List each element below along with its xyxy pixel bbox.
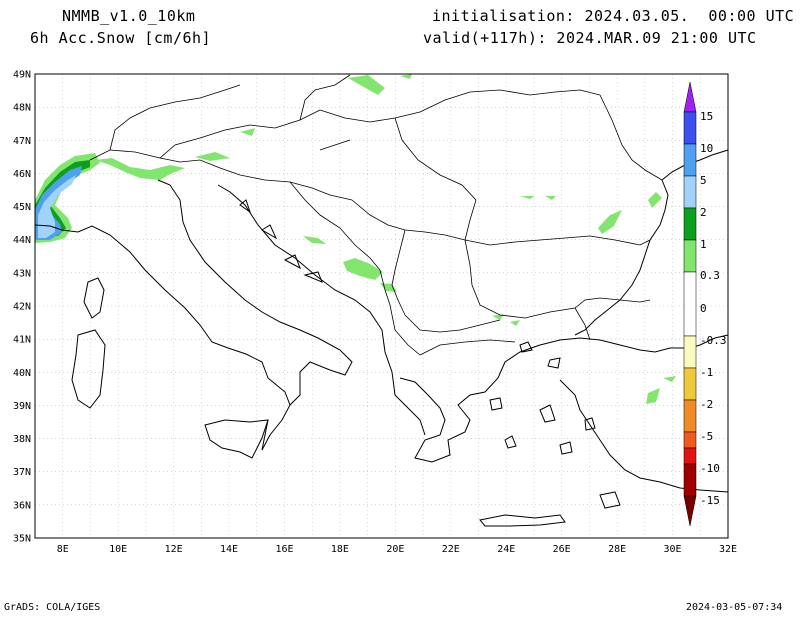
colorbar-label: 0 [700,302,707,315]
snow-field [35,74,676,404]
colorbar-label: 15 [700,110,713,123]
field-title: 6h Acc.Snow [cm/6h] [30,29,212,47]
lon-tick-label: 20E [386,544,404,555]
colorbar-label: -2 [700,398,713,411]
lat-tick-label: 42N [13,302,31,313]
colorbar-swatch-mid-blue [683,143,697,177]
lat-tick-label: 44N [13,235,31,246]
lon-tick-label: 24E [497,544,515,555]
colorbar-swatch-orange [683,399,697,433]
lat-tick-label: 49N [13,70,31,81]
colorbar-label: -0.3 [700,334,727,347]
colorbar-swatch-red [683,447,697,465]
colorbar-label: 1 [700,238,707,251]
lat-tick-label: 36N [13,500,31,511]
lon-tick-label: 30E [664,544,682,555]
colorbar-swatch-orange-red [683,431,697,449]
lat-tick-label: 43N [13,268,31,279]
longitude-axis: 8E 10E 12E 14E 16E 18E 20E 22E 24E 26E 28E 30E 32E [57,544,737,555]
colorbar-swatch-blue [683,111,697,145]
initialisation-time: initialisation: 2024.03.05. 00:00 UTC [432,7,795,25]
lat-tick-label: 38N [13,434,31,445]
colorbar-label: -1 [700,366,713,379]
lon-tick-label: 10E [109,544,127,555]
footer-credit: GrADS: COLA/IGES [4,602,101,613]
lon-tick-label: 12E [165,544,183,555]
colorbar-label: 10 [700,142,713,155]
colorbar-label: -10 [700,462,720,475]
lon-tick-label: 26E [553,544,571,555]
lat-tick-label: 39N [13,401,31,412]
lon-tick-label: 28E [608,544,626,555]
coastlines [34,149,729,527]
lat-tick-label: 47N [13,136,31,147]
lat-tick-label: 45N [13,202,31,213]
lon-tick-label: 8E [57,544,69,555]
lon-tick-label: 32E [719,544,737,555]
lon-tick-label: 16E [275,544,293,555]
colorbar-label: 0.3 [700,269,720,282]
colorbar-label: -15 [700,494,720,507]
colorbar-swatch-light-blue [683,175,697,209]
colorbar-swatch-dark-green [683,207,697,241]
colorbar: 15 10 5 2 1 0.3 0 -0.3 -1 -2 -5 -10 -15 [683,81,727,527]
lat-tick-label: 37N [13,467,31,478]
valid-time: valid(+117h): 2024.MAR.09 21:00 UTC [423,29,757,47]
lat-tick-label: 35N [13,534,31,545]
lat-tick-label: 41N [13,335,31,346]
colorbar-swatch-maroon [683,495,697,527]
lon-tick-label: 22E [442,544,460,555]
gridlines [35,74,728,538]
model-title: NMMB_v1.0_10km [62,7,196,25]
lat-tick-label: 48N [13,103,31,114]
lon-tick-label: 18E [331,544,349,555]
latitude-axis: 49N 48N 47N 46N 45N 44N 43N 42N 41N 40N 39N 38N 37N 3… [13,70,31,545]
colorbar-swatch-cream [683,335,697,369]
colorbar-label: 5 [700,174,707,187]
colorbar-swatch-yellow [683,367,697,401]
map-area [34,73,729,539]
borders [89,74,663,356]
colorbar-swatch-light-green [683,239,697,273]
colorbar-swatch-white [683,271,697,337]
lon-tick-label: 14E [220,544,238,555]
lat-tick-label: 46N [13,169,31,180]
colorbar-label: 2 [700,206,707,219]
colorbar-label: -5 [700,430,713,443]
footer-timestamp: 2024-03-05-07:34 [686,602,783,613]
lat-tick-label: 40N [13,368,31,379]
colorbar-swatch-dark-red [683,463,697,497]
